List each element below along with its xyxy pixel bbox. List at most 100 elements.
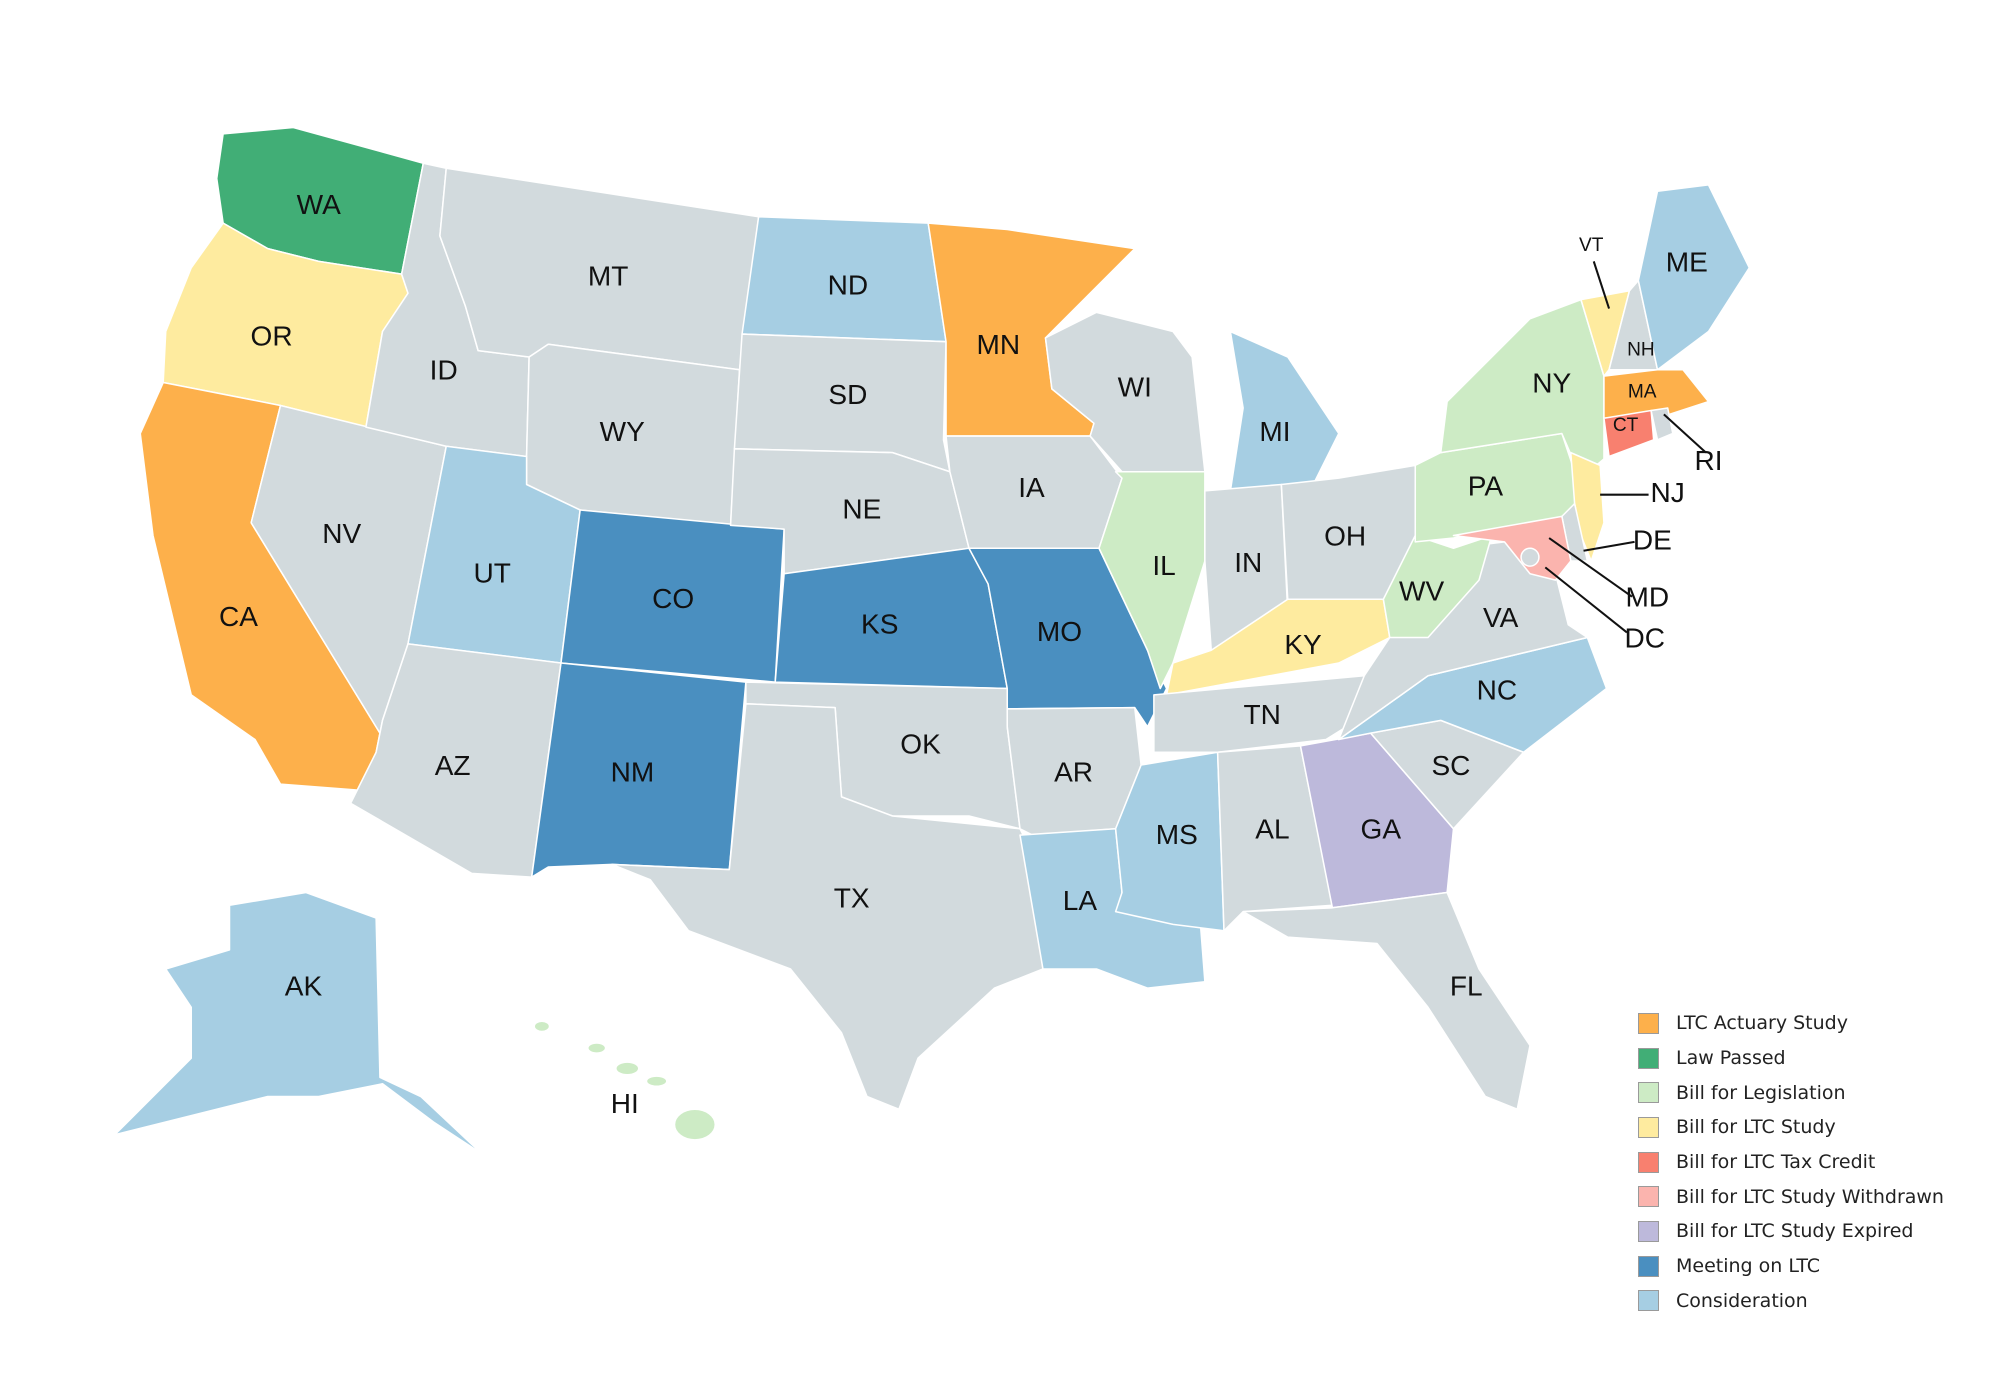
legend-swatch bbox=[1638, 1012, 1659, 1034]
legend-item: Bill for LTC Tax Credit bbox=[1638, 1145, 1944, 1180]
state-label-pa: PA bbox=[1468, 471, 1504, 502]
legend-item: Consideration bbox=[1638, 1284, 1944, 1319]
state-label-nj: NJ bbox=[1651, 477, 1685, 508]
state-label-ri: RI bbox=[1694, 445, 1722, 476]
legend-item: LTC Actuary Study bbox=[1638, 1006, 1944, 1041]
state-label-tn: TN bbox=[1244, 699, 1281, 730]
state-label-nd: ND bbox=[828, 269, 869, 300]
state-label-dc: DC bbox=[1624, 622, 1665, 653]
legend-swatch bbox=[1638, 1186, 1659, 1208]
state-hi-island bbox=[533, 1020, 551, 1033]
state-al bbox=[1216, 745, 1334, 932]
legend-swatch bbox=[1638, 1116, 1659, 1138]
legend-label: Law Passed bbox=[1676, 1047, 1786, 1070]
state-label-in: IN bbox=[1234, 547, 1262, 578]
state-label-tx: TX bbox=[834, 883, 870, 914]
state-label-md: MD bbox=[1625, 582, 1669, 613]
state-ct bbox=[1603, 409, 1655, 458]
state-ri bbox=[1650, 407, 1674, 441]
state-label-ne: NE bbox=[842, 494, 881, 525]
state-hi-island bbox=[615, 1061, 640, 1076]
legend-item: Bill for LTC Study bbox=[1638, 1110, 1944, 1145]
state-label-ca: CA bbox=[219, 601, 258, 632]
legend-item: Meeting on LTC bbox=[1638, 1249, 1944, 1284]
state-label-wi: WI bbox=[1118, 371, 1152, 402]
legend-label: Bill for LTC Tax Credit bbox=[1676, 1151, 1876, 1174]
state-label-ok: OK bbox=[900, 728, 941, 759]
state-label-de: DE bbox=[1633, 524, 1672, 555]
legend-label: Consideration bbox=[1676, 1289, 1808, 1312]
state-label-ar: AR bbox=[1054, 756, 1093, 787]
state-label-al: AL bbox=[1255, 814, 1289, 845]
state-label-la: LA bbox=[1063, 885, 1098, 916]
legend-label: Bill for LTC Study Withdrawn bbox=[1676, 1185, 1944, 1208]
state-label-ms: MS bbox=[1156, 819, 1198, 850]
state-label-wa: WA bbox=[297, 189, 341, 220]
state-label-nc: NC bbox=[1477, 675, 1518, 706]
state-label-nh: NH bbox=[1627, 340, 1655, 361]
state-label-id: ID bbox=[430, 355, 458, 386]
state-mi bbox=[1229, 330, 1340, 492]
legend-label: Bill for LTC Study Expired bbox=[1676, 1220, 1914, 1243]
leader-line bbox=[1583, 540, 1635, 552]
legend-label: Meeting on LTC bbox=[1676, 1255, 1821, 1278]
state-label-az: AZ bbox=[435, 750, 471, 781]
state-label-oh: OH bbox=[1324, 520, 1366, 551]
legend-item: Bill for LTC Study Withdrawn bbox=[1638, 1179, 1944, 1214]
state-label-mo: MO bbox=[1037, 616, 1082, 647]
state-label-nv: NV bbox=[322, 518, 361, 549]
legend: LTC Actuary Study Law Passed Bill for Legi… bbox=[1638, 1006, 1944, 1318]
state-label-wv: WV bbox=[1399, 575, 1444, 606]
state-hi-island bbox=[645, 1075, 668, 1088]
leader-line bbox=[1544, 566, 1628, 634]
state-label-ut: UT bbox=[473, 557, 510, 588]
state-label-hi: HI bbox=[611, 1088, 639, 1119]
state-fl bbox=[1242, 891, 1531, 1111]
legend-swatch bbox=[1638, 1151, 1659, 1173]
state-label-mi: MI bbox=[1259, 416, 1290, 447]
state-hi-island bbox=[673, 1108, 717, 1141]
state-label-ia: IA bbox=[1018, 472, 1045, 503]
state-label-fl: FL bbox=[1450, 971, 1483, 1002]
state-me bbox=[1637, 184, 1751, 371]
state-label-il: IL bbox=[1152, 550, 1175, 581]
state-md bbox=[1452, 515, 1572, 581]
state-label-wy: WY bbox=[600, 416, 645, 447]
legend-item: Law Passed bbox=[1638, 1041, 1944, 1076]
leader-line bbox=[1592, 261, 1611, 309]
state-label-sc: SC bbox=[1431, 750, 1470, 781]
legend-swatch bbox=[1638, 1290, 1659, 1312]
state-label-or: OR bbox=[251, 320, 293, 351]
state-label-ct: CT bbox=[1613, 415, 1639, 436]
state-label-sd: SD bbox=[828, 379, 867, 410]
state-label-nm: NM bbox=[611, 756, 655, 787]
leader-line bbox=[1548, 537, 1633, 598]
leader-line bbox=[1663, 413, 1707, 454]
legend-label: Bill for LTC Study bbox=[1676, 1116, 1836, 1139]
legend-swatch bbox=[1638, 1255, 1659, 1277]
legend-item: Bill for LTC Study Expired bbox=[1638, 1214, 1944, 1249]
legend-swatch bbox=[1638, 1047, 1659, 1069]
state-tx bbox=[611, 703, 1044, 1111]
state-label-vt: VT bbox=[1579, 235, 1604, 256]
state-label-ks: KS bbox=[861, 608, 898, 639]
state-label-ak: AK bbox=[285, 971, 323, 1002]
state-label-ga: GA bbox=[1361, 814, 1402, 845]
state-label-co: CO bbox=[652, 583, 694, 614]
state-label-ky: KY bbox=[1284, 629, 1322, 660]
state-label-me: ME bbox=[1666, 246, 1708, 277]
state-label-va: VA bbox=[1483, 602, 1519, 633]
legend-label: LTC Actuary Study bbox=[1676, 1012, 1848, 1035]
state-ak bbox=[113, 891, 483, 1155]
state-label-ma: MA bbox=[1628, 382, 1657, 403]
state-hi-island bbox=[587, 1042, 607, 1054]
state-label-mn: MN bbox=[977, 329, 1021, 360]
legend-swatch bbox=[1638, 1082, 1659, 1104]
legend-item: Bill for Legislation bbox=[1638, 1075, 1944, 1110]
state-label-ny: NY bbox=[1532, 367, 1571, 398]
legend-label: Bill for Legislation bbox=[1676, 1081, 1846, 1104]
legend-swatch bbox=[1638, 1220, 1659, 1242]
state-label-mt: MT bbox=[588, 260, 629, 291]
